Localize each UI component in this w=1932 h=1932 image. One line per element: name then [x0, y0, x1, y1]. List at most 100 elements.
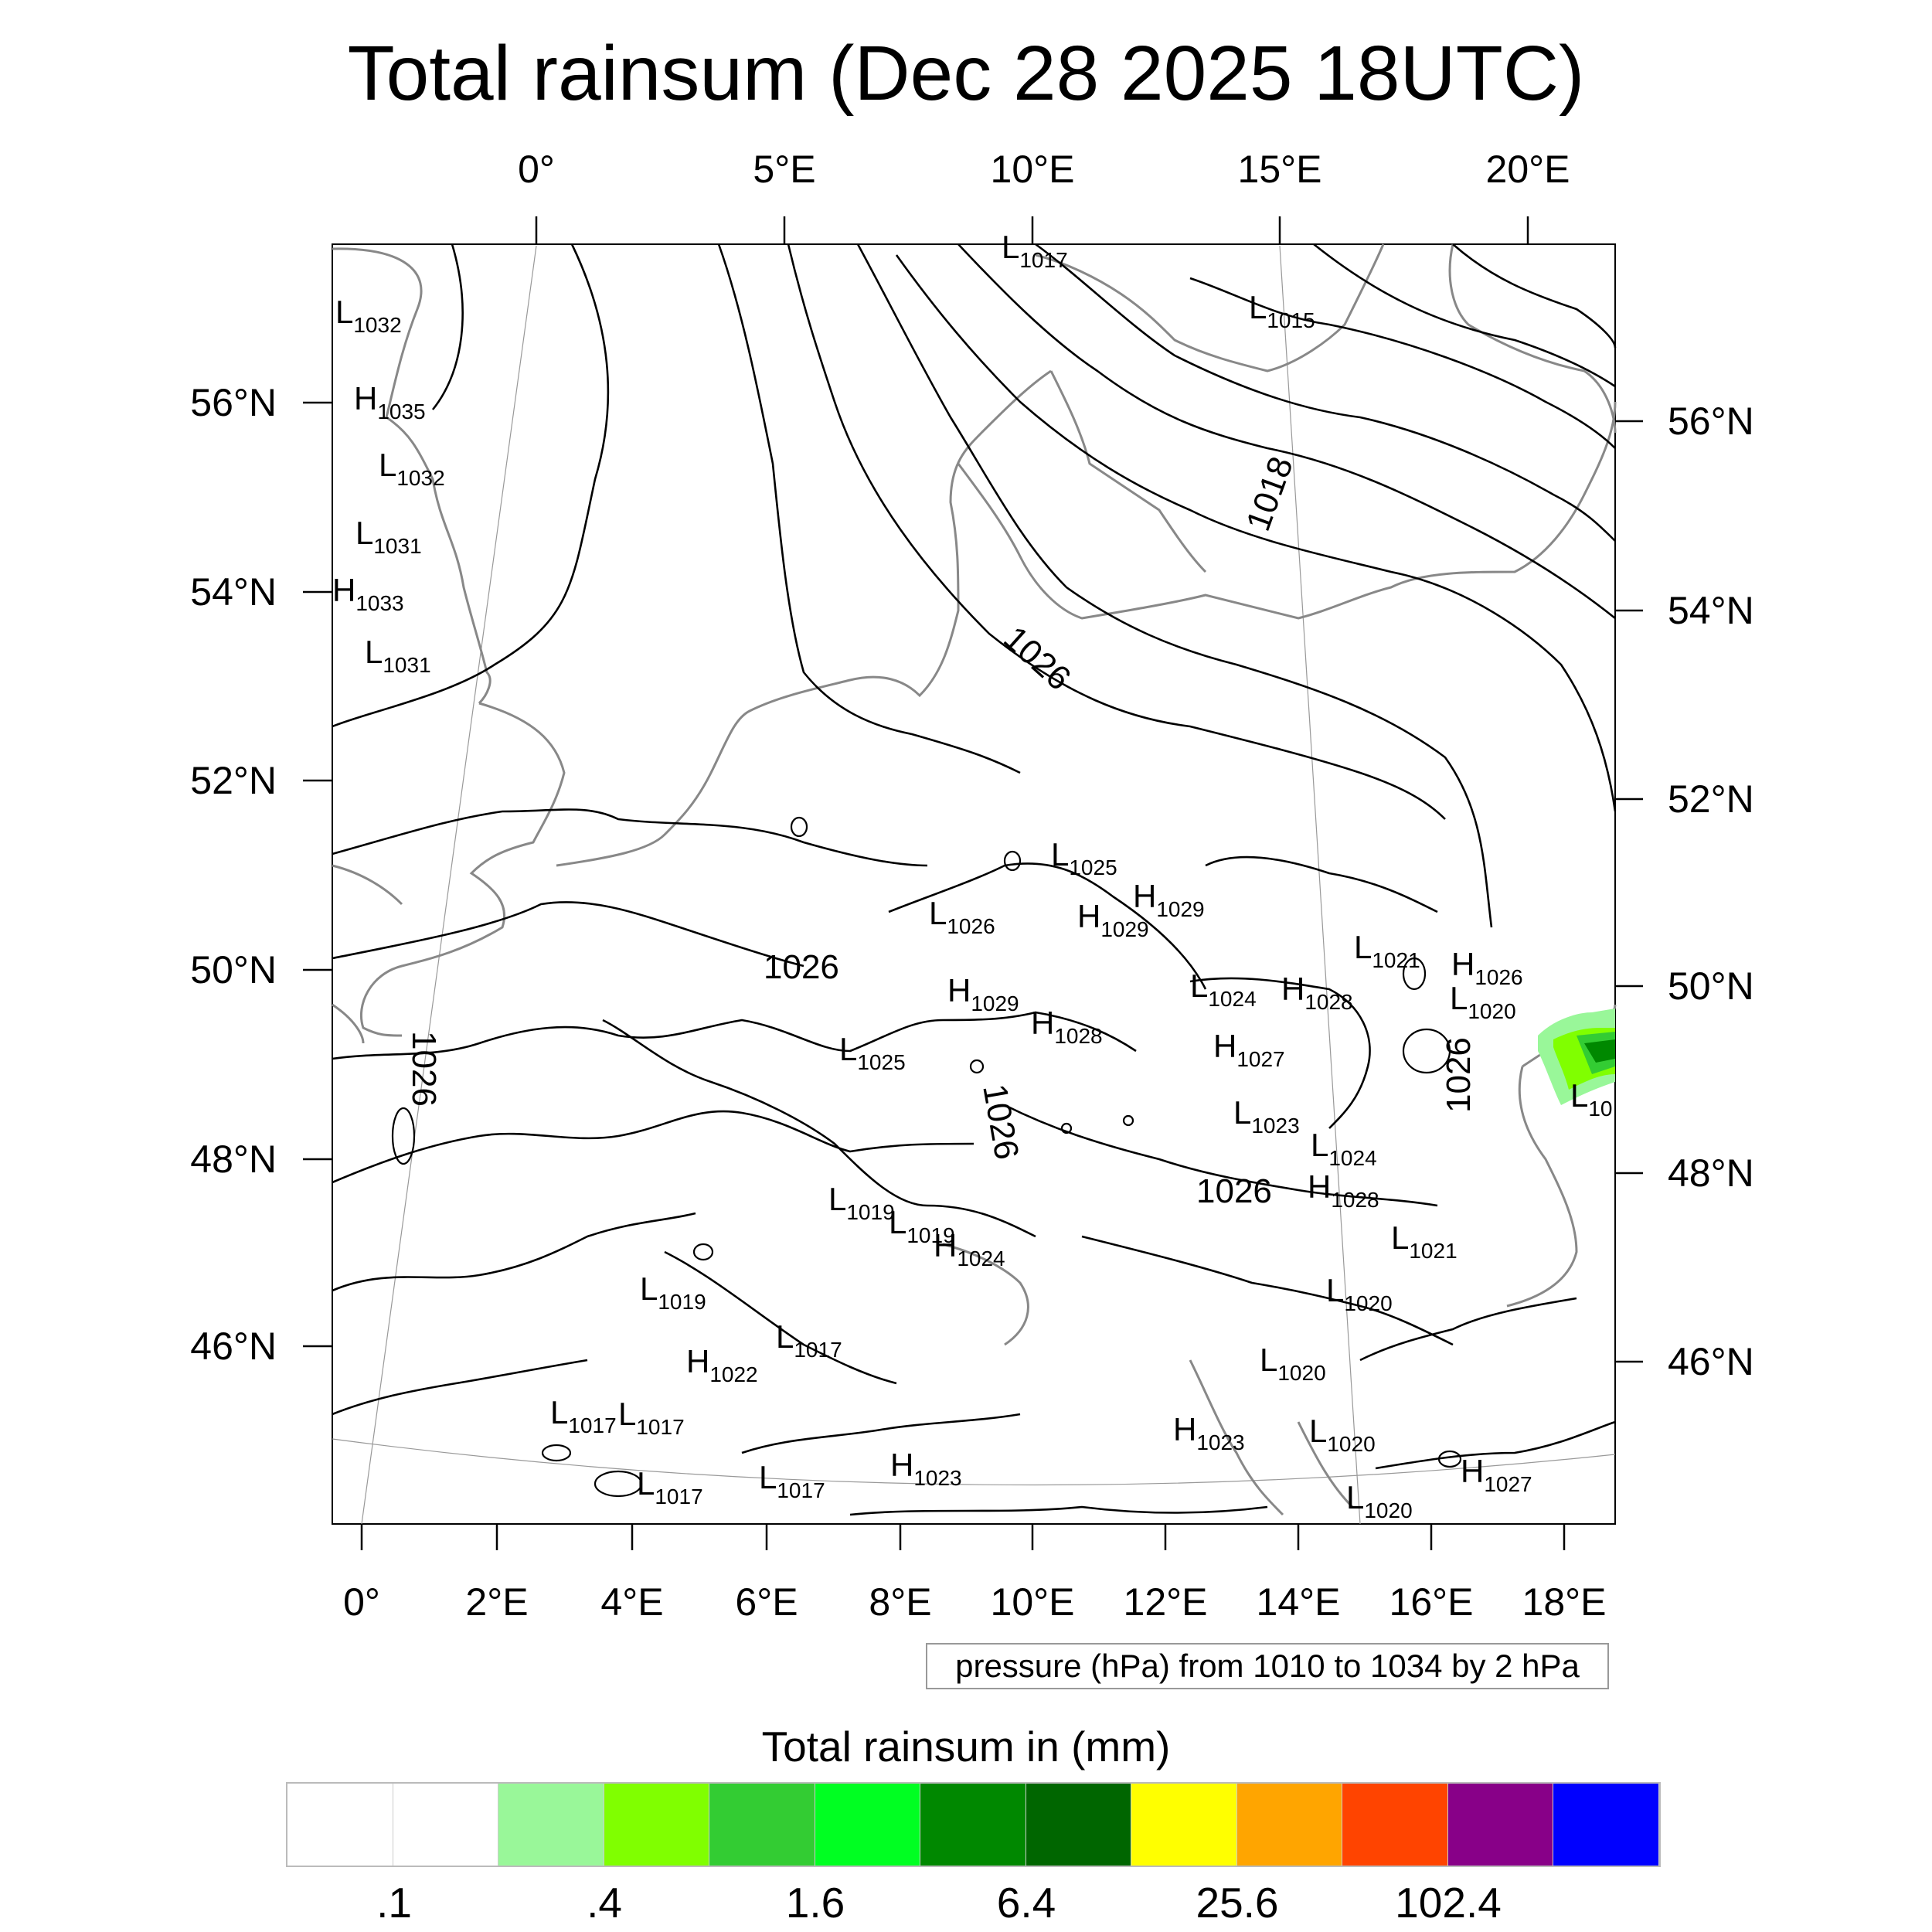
- pressure-center: L1032: [379, 447, 445, 490]
- pressure-center-type: L: [640, 1270, 658, 1307]
- pressure-center-type: H: [1308, 1168, 1331, 1205]
- pressure-center-type: H: [947, 972, 971, 1009]
- pressure-center-value: 1017: [794, 1338, 842, 1362]
- isobars: [332, 243, 1617, 1516]
- pressure-center: H1033: [332, 572, 404, 615]
- right-lat-label: 56°N: [1668, 400, 1754, 443]
- pressure-centers: L1032 H1035 L1032 L1031 H1033 L1031 L101…: [332, 229, 1613, 1522]
- pressure-center-type: L: [839, 1031, 857, 1067]
- pressure-center-type: H: [1281, 971, 1304, 1007]
- pressure-center: L1017: [1002, 229, 1068, 272]
- pressure-center-value: 1035: [377, 400, 425, 423]
- isobar-label: 1026: [405, 1031, 443, 1107]
- pressure-center-type: L: [550, 1394, 568, 1430]
- legend-tick-label: .1: [376, 1879, 412, 1927]
- legend-swatch: [1131, 1784, 1237, 1866]
- bottom-lon-label: 4°E: [600, 1580, 663, 1624]
- pressure-center: L1019: [889, 1204, 955, 1247]
- pressure-center: L1032: [335, 294, 402, 337]
- map-title: Total rainsum (Dec 28 2025 18UTC): [347, 30, 1585, 117]
- pressure-center: H1022: [686, 1343, 758, 1386]
- pressure-center-type: L: [1260, 1342, 1277, 1378]
- isobar-label: 1026: [764, 948, 839, 986]
- legend-swatch: [1342, 1784, 1448, 1866]
- left-lat-label: 52°N: [190, 759, 277, 802]
- pressure-center: H1029: [1077, 898, 1149, 941]
- left-lat-label: 46°N: [190, 1325, 277, 1368]
- pressure-center-value: 1029: [971, 992, 1019, 1015]
- pressure-center-value: 1032: [396, 466, 444, 490]
- pressure-center-value: 1027: [1484, 1472, 1532, 1496]
- pressure-center: L1026: [929, 895, 995, 938]
- right-lat-label: 54°N: [1668, 589, 1754, 632]
- legend-swatch: [604, 1784, 709, 1866]
- pressure-center: L1017: [550, 1394, 617, 1437]
- pressure-center-type: L: [1249, 289, 1267, 325]
- pressure-center-type: L: [1233, 1094, 1251, 1131]
- pressure-center: H1029: [947, 972, 1019, 1015]
- pressure-center-type: L: [379, 447, 396, 483]
- pressure-center: L1021: [1354, 929, 1420, 972]
- pressure-center-type: L: [637, 1465, 655, 1502]
- pressure-center-value: 1031: [373, 534, 421, 558]
- pressure-center-type: L: [889, 1204, 906, 1240]
- left-lat-label: 48°N: [190, 1138, 277, 1181]
- pressure-center-value: 1031: [383, 653, 430, 677]
- pressure-center-value: 1015: [1267, 308, 1315, 332]
- pressure-center: L1020: [1309, 1413, 1376, 1456]
- pressure-center-value: 1017: [1019, 248, 1067, 272]
- pressure-center: L1020: [1346, 1479, 1413, 1522]
- pressure-center-type: L: [335, 294, 353, 330]
- pressure-center-value: 1033: [355, 591, 403, 615]
- pressure-center: H1023: [890, 1447, 962, 1490]
- pressure-center-type: H: [1133, 878, 1156, 914]
- bottom-lon-label: 8°E: [869, 1580, 931, 1624]
- bottom-lon-label: 2°E: [465, 1580, 528, 1624]
- pressure-center: H1027: [1461, 1453, 1532, 1496]
- legend-swatch: [1026, 1784, 1131, 1866]
- pressure-center-value: 1024: [1328, 1146, 1376, 1170]
- isobar-label: 1026: [1196, 1172, 1272, 1210]
- pressure-center-value: 1025: [1069, 855, 1117, 879]
- pressure-center: H1028: [1308, 1168, 1379, 1212]
- pressure-center-type: L: [776, 1318, 794, 1355]
- left-lat-labels: 56°N 54°N 52°N 50°N 48°N 46°N: [190, 381, 277, 1368]
- top-lon-label: 20°E: [1486, 148, 1570, 191]
- pressure-center: L1024: [1311, 1127, 1377, 1170]
- isobar-label: 1026: [975, 1081, 1026, 1162]
- pressure-center: H1026: [1451, 946, 1523, 989]
- pressure-center-value: 1020: [1277, 1361, 1325, 1385]
- legend-swatch: [393, 1784, 498, 1866]
- top-lon-labels: 0° 5°E 10°E 15°E 20°E: [518, 148, 1570, 191]
- top-lon-label: 0°: [518, 148, 555, 191]
- pressure-center: L1019: [828, 1181, 895, 1224]
- isobar-label: 1026: [1440, 1037, 1478, 1113]
- pressure-center-value: 1027: [1236, 1047, 1284, 1071]
- left-lat-label: 56°N: [190, 381, 277, 424]
- legend-tick-label: 25.6: [1196, 1879, 1279, 1927]
- pressure-center: L1020: [1450, 980, 1516, 1023]
- legend-swatch: [498, 1784, 604, 1866]
- legend-title: Total rainsum in (mm): [761, 1723, 1171, 1770]
- pressure-center-value: 1028: [1054, 1024, 1102, 1048]
- pressure-center-type: H: [890, 1447, 913, 1483]
- right-lat-label: 48°N: [1668, 1151, 1754, 1195]
- pressure-center: L1021: [1391, 1219, 1458, 1263]
- right-lat-label: 52°N: [1668, 777, 1754, 821]
- pressure-center-type: L: [365, 634, 383, 670]
- color-legend-bar: [286, 1782, 1661, 1867]
- tick-marks: [303, 216, 1643, 1550]
- legend-swatch: [920, 1784, 1026, 1866]
- isobar-label: 1018: [1239, 452, 1301, 536]
- pressure-center-type: L: [759, 1459, 777, 1495]
- pressure-center-type: L: [929, 895, 947, 931]
- pressure-center-type: H: [1451, 946, 1475, 982]
- legend-swatch: [1553, 1784, 1659, 1866]
- pressure-center: L1031: [365, 634, 431, 677]
- pressure-center-value: 1028: [1331, 1188, 1379, 1212]
- bottom-lon-label: 6°E: [735, 1580, 798, 1624]
- bottom-lon-labels: 0° 2°E 4°E 6°E 8°E 10°E 12°E 14°E 16°E 1…: [343, 1580, 1606, 1624]
- pressure-center-value: 1022: [709, 1362, 757, 1386]
- pressure-center: L1017: [776, 1318, 842, 1362]
- pressure-center-value: 1020: [1327, 1432, 1375, 1456]
